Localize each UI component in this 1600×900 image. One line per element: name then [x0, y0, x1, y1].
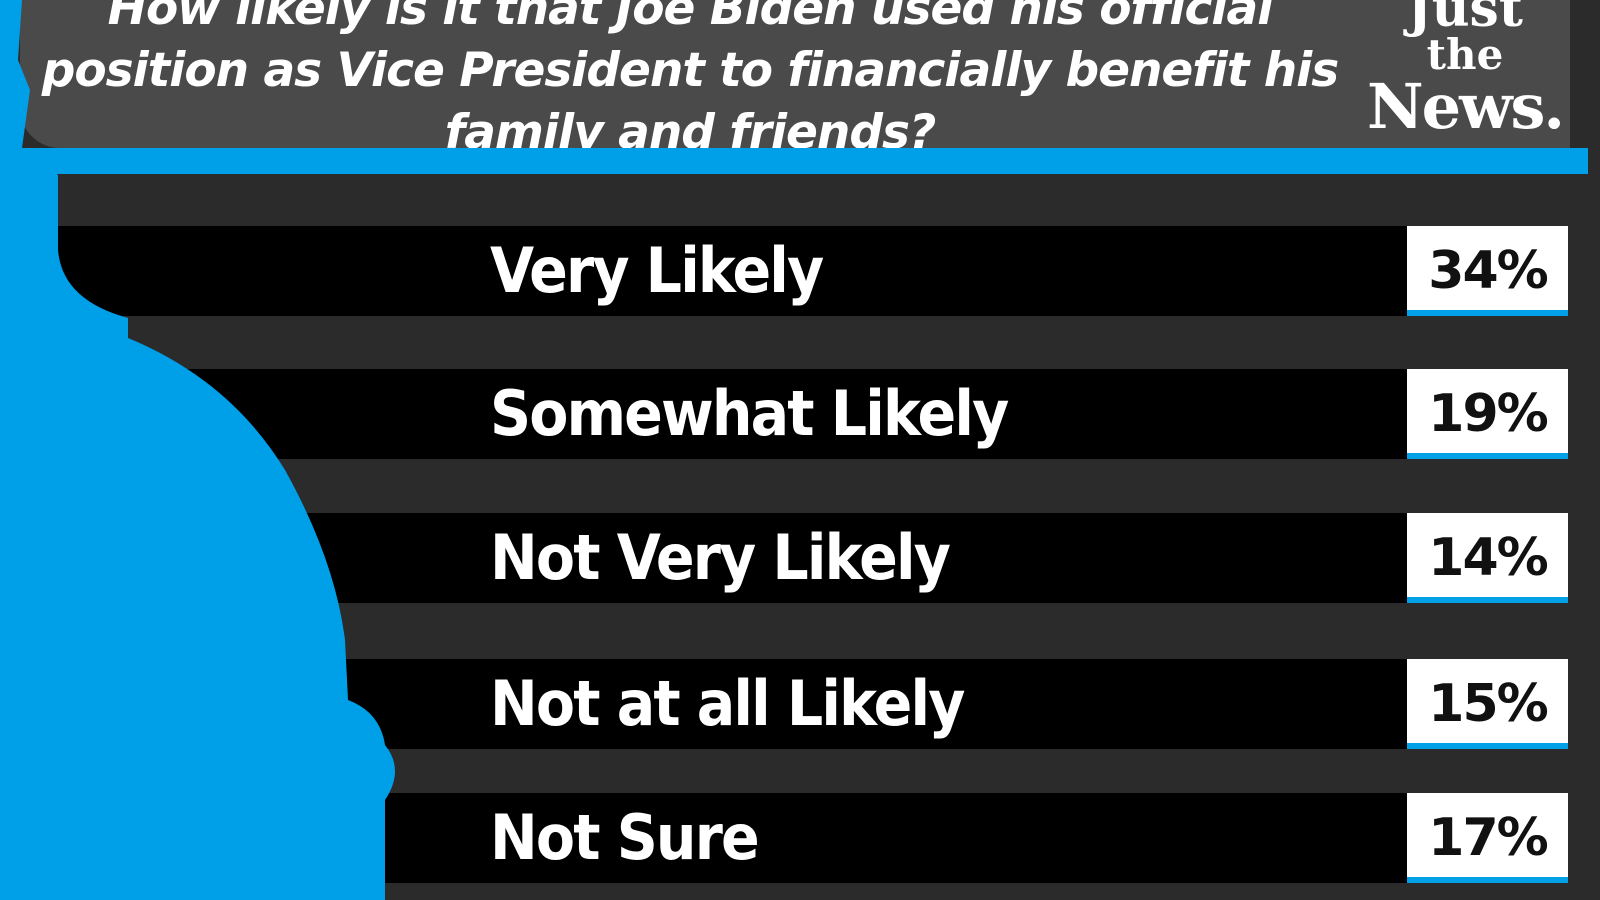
category-label: Very Likely: [490, 234, 824, 307]
value-label: 14%: [1407, 513, 1568, 603]
category-label: Not Sure: [490, 801, 760, 874]
just-the-news-logo: Just the News.: [1360, 0, 1570, 148]
value-label: 15%: [1407, 659, 1568, 749]
value-label: 17%: [1407, 793, 1568, 883]
chart-title: How likely is it that Joe Biden used his…: [41, 0, 1339, 160]
bar-row: Very Likely: [0, 226, 1407, 316]
value-label: 19%: [1407, 369, 1568, 459]
category-label: Somewhat Likely: [490, 377, 1009, 450]
value-label: 34%: [1407, 226, 1568, 316]
logo-line: Just: [1407, 0, 1523, 39]
logo-line: the: [1426, 30, 1504, 79]
category-label: Not Very Likely: [490, 521, 951, 594]
logo-line: News.: [1367, 70, 1565, 143]
header-panel: [20, 0, 1360, 148]
accent-strip: [0, 148, 1588, 174]
category-label: Not at all Likely: [490, 667, 965, 740]
